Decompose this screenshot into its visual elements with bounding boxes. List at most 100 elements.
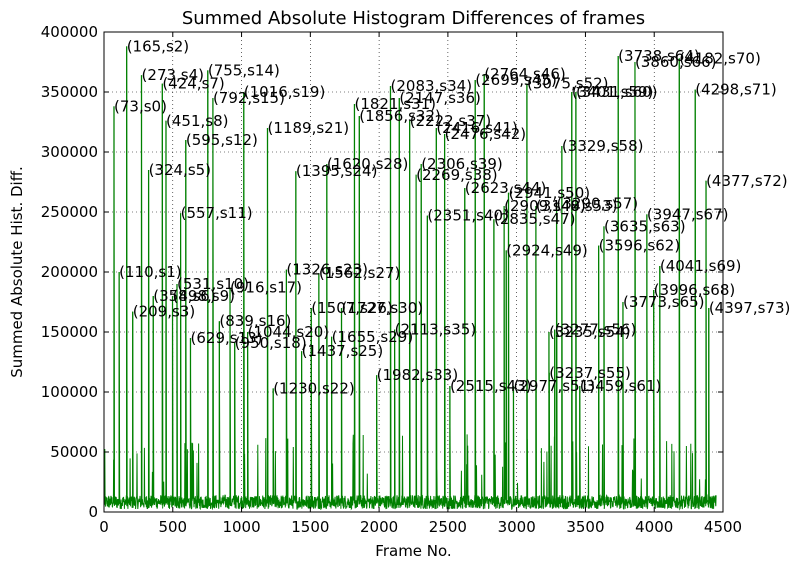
peak-annotation: (424,s7) [162,75,224,93]
x-tick-label: 4000 [635,518,673,536]
peak-annotation: (2306,s39) [421,155,503,173]
x-tick-label: 4500 [704,518,742,536]
peak-annotation: (557,s11) [181,204,253,222]
peak-annotation: (2909,s48) [504,197,586,215]
chart-title: Summed Absolute Histogram Differences of… [182,8,645,29]
peak-annotation: (1655,s29) [332,328,414,346]
peak-annotation: (1437,s25) [302,342,384,360]
peak-annotation: (3401,s59) [572,83,654,101]
x-tick-label: 2000 [360,518,398,536]
x-tick-label: 1000 [222,518,260,536]
y-axis-label: Summed Absolute Hist. Diff. [8,166,26,378]
tick-layer: 0 500 1000 1500 2000 2500 3000 3500 4000 4500 0 500… [41,23,742,536]
peak-annotation: (3235,s54) [549,323,631,341]
peak-annotation: (629,s13) [191,329,263,347]
y-tick-label: 50000 [50,443,98,461]
peak-annotation: (1507,s26) [311,299,393,317]
x-tick-label: 3500 [566,518,604,536]
peak-annotation: (839,s16) [219,312,291,330]
peak-annotation: (1230,s22) [273,379,355,397]
peak-annotation: (2941,s50) [509,184,591,202]
peak-annotation: (1016,s19) [244,83,326,101]
peak-annotation: (3947,s67) [647,205,729,223]
peak-annotation: (2476,s42) [445,125,527,143]
peak-annotation: (2977,s51) [514,377,596,395]
peak-annotation: (3431,s60) [576,83,658,101]
peak-annotation: (2147,s36) [399,89,481,107]
peak-annotation: (4298,s71) [695,81,777,99]
peak-annotation: (2416,s41) [436,119,518,137]
peak-annotation: (792,s15) [213,89,285,107]
annotation-layer: (73,s0)(110,s1)(165,s2)(209,s3)(273,s4)(… [114,37,790,397]
y-tick-label: 250000 [41,203,98,221]
peak-annotation: (165,s2) [127,37,189,55]
peak-annotation: (3773,s65) [623,293,705,311]
peak-annotation: (1821,s31) [354,95,436,113]
peak-annotation: (1189,s21) [268,119,350,137]
peak-annotation: (2623,s44) [465,179,547,197]
peak-annotation: (531,s10) [177,275,249,293]
peak-annotation: (4041,s69) [660,257,742,275]
x-tick-label: 3000 [498,518,536,536]
peak-annotation: (3996,s68) [654,281,736,299]
peak-annotation: (2222,s37) [410,112,492,130]
peak-annotation: (3140,s53) [536,197,618,215]
peak-annotation: (2351,s40) [427,207,509,225]
y-tick-label: 400000 [41,23,98,41]
series-layer [103,46,717,511]
peak-annotation: (1395,s24) [296,162,378,180]
x-tick-label: 1500 [291,518,329,536]
peak-annotation: (273,s4) [142,66,204,84]
peak-annotation: (358,s6) [153,287,215,305]
peak-annotation: (3459,s61) [580,377,662,395]
peak-annotation: (1044,s20) [248,323,330,341]
peak-annotation: (4397,s73) [709,299,791,317]
peak-annotation: (1620,s28) [327,155,409,173]
peak-annotation: (73,s0) [114,97,167,115]
peak-annotation: (4182,s70) [679,49,761,67]
peak-annotation: (3237,s55) [549,364,631,382]
peak-annotation: (209,s3) [133,303,195,321]
peak-annotation: (595,s12) [186,131,258,149]
peak-annotation: (755,s14) [208,61,280,79]
y-tick-label: 300000 [41,143,98,161]
x-tick-label: 500 [158,518,187,536]
x-tick-label: 0 [99,518,109,536]
peak-annotation: (950,s18) [235,334,307,352]
peak-annotation: (324,s5) [149,161,211,179]
peak-annotation: (1562,s27) [319,264,401,282]
grid-layer [104,32,723,512]
peak-annotation: (3329,s58) [562,137,644,155]
peak-annotation: (3738,s64) [618,47,700,65]
peak-annotation: (2515,s43) [450,377,532,395]
peak-annotation: (2835,s47) [494,210,576,228]
peak-annotation: (451,s8) [166,112,228,130]
peak-annotation: (2699,s45) [475,71,557,89]
peak-annotation: (2269,s38) [416,166,498,184]
peak-annotation: (110,s1) [119,263,181,281]
peak-annotation: (1326,s23) [286,261,368,279]
peak-annotation: (2113,s35) [395,321,477,339]
peak-annotation: (3635,s63) [604,217,686,235]
x-tick-label: 2500 [429,518,467,536]
y-tick-label: 150000 [41,323,98,341]
peak-annotation: (2764,s46) [484,65,566,83]
peak-annotation: (3290,s57) [557,195,639,213]
peak-annotation: (498,s9) [173,287,235,305]
peak-annotation: (1982,s33) [377,366,459,384]
peak-annotation: (3860,s66) [635,53,717,71]
peak-annotation: (3075,s52) [527,75,609,93]
y-tick-label: 100000 [41,383,98,401]
peak-annotation: (1856,s32) [359,107,441,125]
peak-annotation: (1727,s30) [342,299,424,317]
y-tick-label: 350000 [41,83,98,101]
peak-annotation: (2924,s49) [506,241,588,259]
peak-annotation: (2083,s34) [391,77,473,95]
y-tick-label: 0 [88,503,98,521]
peak-annotation: (4377,s72) [706,172,788,190]
y-tick-label: 200000 [41,263,98,281]
x-axis-label: Frame No. [375,542,451,560]
peak-annotation: (3596,s62) [599,237,681,255]
peak-annotation: (3277,s56) [555,321,637,339]
